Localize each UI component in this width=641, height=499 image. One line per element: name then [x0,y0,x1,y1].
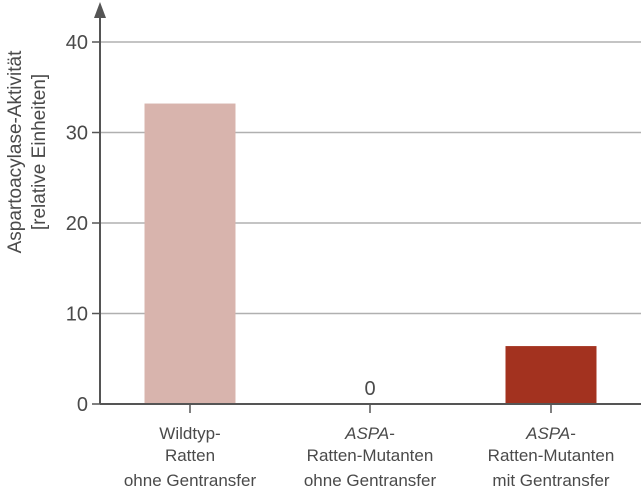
category-label-line: Ratten-Mutanten [307,446,434,465]
category-label-text: Ratten-Mutanten [307,446,434,465]
category-label-suffix: - [389,424,395,443]
category-label-text: ASPA [344,424,389,443]
category-label-text: Ratten [165,446,215,465]
y-tick-label: 20 [66,213,88,235]
bar [505,346,597,404]
data-label: 0 [364,378,375,400]
category-label-line: ASPA- [344,424,395,443]
category-label-text: mit Gentransfer [492,471,609,490]
bars [144,103,597,404]
category-label-line: mit Gentransfer [492,471,609,490]
y-axis-arrow-icon [94,2,106,18]
category-label-text: ASPA [525,424,570,443]
category-label-suffix: - [570,424,576,443]
category-label-text: Wildtyp- [159,424,220,443]
bar [144,103,236,404]
y-tick-label: 10 [66,304,88,326]
category-label-line: Ratten-Mutanten [488,446,615,465]
category-label-text: Ratten-Mutanten [488,446,615,465]
y-tick-label: 30 [66,123,88,145]
category-label-text: ohne Gentransfer [124,471,257,490]
x-ticks [189,404,552,413]
category-label-line: ASPA- [525,424,576,443]
category-label-text: ohne Gentransfer [304,471,437,490]
data-labels: 0 [364,378,375,400]
y-tick-labels: 0 10 20 30 40 [66,32,88,416]
category-label-line: ohne Gentransfer [124,471,257,490]
category-label-line: ohne Gentransfer [304,471,437,490]
category-label-line: Ratten [165,446,215,465]
y-axis-title: Aspartoacylase-Aktivität [relative Einhei… [5,50,50,253]
y-axis-title-line: [relative Einheiten] [29,74,50,230]
y-tick-label: 40 [66,32,88,54]
y-axis-title-line: Aspartoacylase-Aktivität [5,50,26,253]
y-tick-label: 0 [77,394,88,416]
category-label-line: Wildtyp- [159,424,220,443]
